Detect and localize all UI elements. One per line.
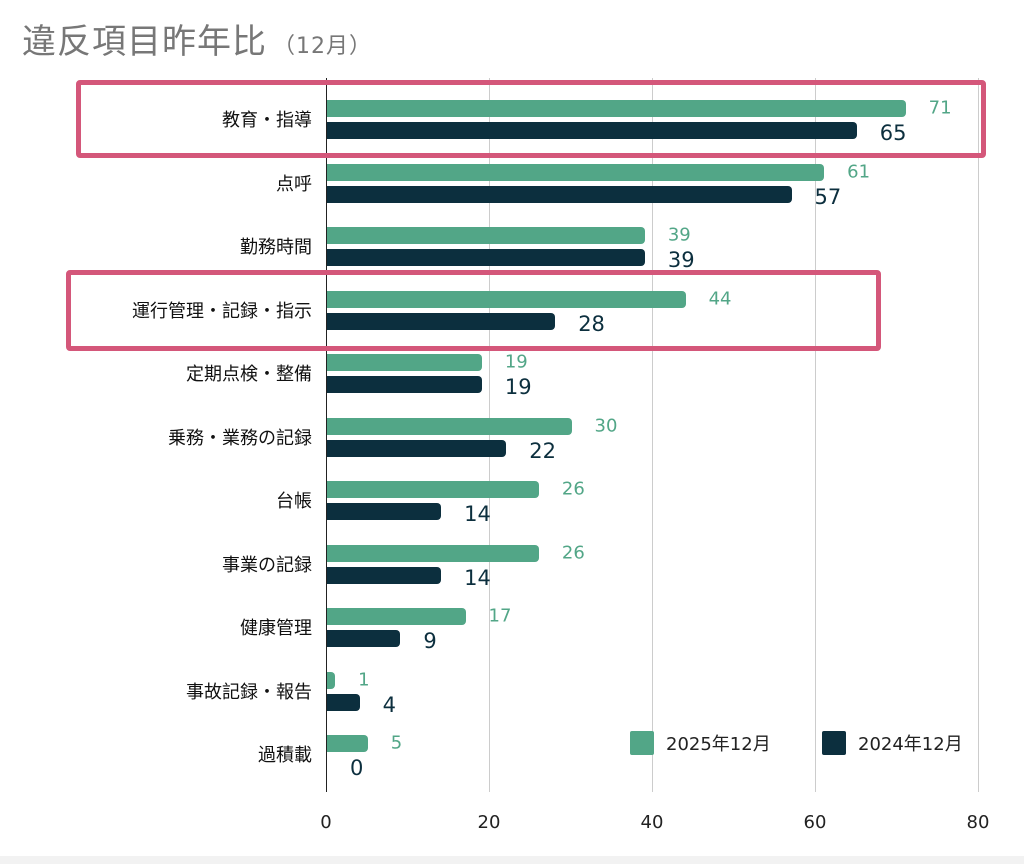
value-label-2024: 14 xyxy=(464,502,491,526)
category-label: 事業の記録 xyxy=(222,554,312,576)
chart-title: 違反項目昨年比 （12月） xyxy=(22,14,372,63)
bar-2025[interactable] xyxy=(327,481,539,498)
bar-2025[interactable] xyxy=(327,290,686,308)
value-label-2024: 4 xyxy=(382,692,396,717)
bar-2025[interactable] xyxy=(327,544,539,562)
value-label-2025: 17 xyxy=(488,605,512,627)
value-label-2025: 26 xyxy=(561,478,585,500)
bar-2025[interactable] xyxy=(327,671,336,689)
value-label-2025: 39 xyxy=(667,224,691,246)
value-label-2024: 19 xyxy=(504,375,532,399)
category-label: 過積載 xyxy=(258,745,312,766)
bar-2024[interactable] xyxy=(327,312,556,330)
value-label-2025: 1 xyxy=(358,669,370,690)
y-axis-line xyxy=(326,78,327,792)
x-tick-label: 40 xyxy=(640,812,664,833)
bar-2024[interactable] xyxy=(327,693,360,711)
legend-swatch xyxy=(630,731,654,755)
gridline xyxy=(489,78,490,792)
value-label-2025: 61 xyxy=(847,161,871,182)
bar-2024[interactable] xyxy=(327,566,442,584)
category-label: 教育・指導 xyxy=(222,110,312,131)
bar-2024[interactable] xyxy=(327,376,482,393)
x-tick-label: 60 xyxy=(803,812,827,833)
highlight-box-operation-management xyxy=(66,270,881,351)
value-label-2024: 65 xyxy=(879,121,907,145)
value-label-2024: 14 xyxy=(464,565,491,590)
x-tick-label: 80 xyxy=(966,812,990,833)
bar-2024[interactable] xyxy=(327,185,792,203)
legend-item: 2025年12月 xyxy=(630,730,771,756)
bar-2025[interactable] xyxy=(327,417,572,435)
bar-2024[interactable] xyxy=(327,503,442,520)
category-label: 定期点検・整備 xyxy=(186,364,312,385)
value-label-2024: 28 xyxy=(578,311,605,336)
category-label: 点呼 xyxy=(276,173,312,195)
value-label-2025: 71 xyxy=(928,97,952,119)
value-label-2024: 22 xyxy=(529,438,557,463)
bar-2025[interactable] xyxy=(327,608,466,625)
bar-2025[interactable] xyxy=(327,354,482,371)
bar-2024[interactable] xyxy=(327,630,401,647)
legend-label: 2025年12月 xyxy=(666,734,771,755)
gridline xyxy=(815,78,816,792)
legend-label: 2024年12月 xyxy=(858,734,963,755)
category-label: 運行管理・記録・指示 xyxy=(132,300,312,322)
category-label: 勤務時間 xyxy=(240,237,312,258)
bar-2025[interactable] xyxy=(327,735,368,752)
bar-2024[interactable] xyxy=(327,122,857,139)
category-label: 健康管理 xyxy=(240,618,312,639)
legend-swatch xyxy=(822,731,846,755)
value-label-2025: 30 xyxy=(594,415,618,436)
gridline xyxy=(978,78,979,792)
chart-title-sub: （12月） xyxy=(273,34,372,59)
value-label-2025: 26 xyxy=(561,542,585,563)
value-label-2025: 19 xyxy=(504,351,528,373)
category-label: 台帳 xyxy=(276,491,312,512)
value-label-2025: 44 xyxy=(708,288,732,309)
bottom-divider xyxy=(0,856,1024,864)
category-label: 乗務・業務の記録 xyxy=(168,427,312,449)
gridline xyxy=(652,78,653,792)
bar-2025[interactable] xyxy=(327,227,645,244)
bar-2024[interactable] xyxy=(327,439,507,457)
bar-2025[interactable] xyxy=(327,100,906,117)
value-label-2024: 39 xyxy=(667,248,695,272)
chart-title-main: 違反項目昨年比 xyxy=(22,22,267,62)
highlight-box-education xyxy=(76,80,986,158)
value-label-2024: 57 xyxy=(814,184,842,209)
category-label: 事故記録・報告 xyxy=(186,681,312,703)
value-label-2025: 5 xyxy=(390,732,403,754)
bar-2025[interactable] xyxy=(327,163,825,181)
value-label-2024: 0 xyxy=(350,756,364,780)
legend-item: 2024年12月 xyxy=(822,730,963,756)
x-tick-label: 0 xyxy=(320,812,332,833)
x-tick-label: 20 xyxy=(477,812,501,833)
bar-2024[interactable] xyxy=(327,249,645,266)
value-label-2024: 9 xyxy=(423,629,437,653)
